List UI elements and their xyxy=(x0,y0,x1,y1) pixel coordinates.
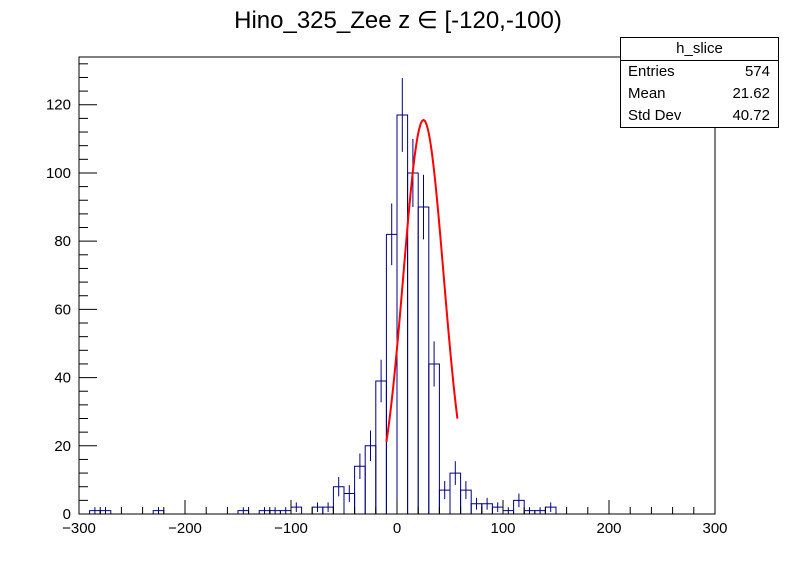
gaussian-fit xyxy=(385,119,459,442)
y-tick-label: 20 xyxy=(54,438,71,455)
stats-value: 21.62 xyxy=(732,85,770,102)
y-tick-label: 100 xyxy=(46,165,71,182)
y-tick-label: 80 xyxy=(54,233,71,250)
x-axis: −300 −200 −100 0 100 200 300 xyxy=(62,500,728,537)
fit-curve xyxy=(385,119,459,442)
stats-row-stddev: Std Dev 40.72 xyxy=(621,105,778,127)
stats-row-mean: Mean 21.62 xyxy=(621,83,778,105)
x-tick-label: 100 xyxy=(490,520,515,537)
y-axis: 0 20 40 60 80 100 120 xyxy=(46,63,97,523)
x-tick-label: 0 xyxy=(393,520,401,537)
error-bars xyxy=(94,78,552,514)
y-tick-label: 0 xyxy=(63,506,71,523)
stats-label: Mean xyxy=(628,85,666,102)
x-tick-label: 200 xyxy=(596,520,621,537)
stats-title: h_slice xyxy=(621,38,778,61)
stats-box: h_slice Entries 574 Mean 21.62 Std Dev 4… xyxy=(620,37,779,128)
stats-label: Std Dev xyxy=(628,107,682,124)
y-tick-label: 60 xyxy=(54,301,71,318)
histogram-bin xyxy=(407,172,419,514)
x-tick-label: −300 xyxy=(62,520,96,537)
chart-title: Hino_325_Zee z ∈ [-120,-100) xyxy=(234,7,562,34)
histogram-bars xyxy=(79,114,715,515)
histogram-bin xyxy=(396,114,409,514)
x-tick-label: 300 xyxy=(702,520,727,537)
y-tick-label: 40 xyxy=(54,370,71,387)
stats-row-entries: Entries 574 xyxy=(621,61,778,83)
stats-value: 40.72 xyxy=(732,107,770,124)
x-tick-label: −200 xyxy=(168,520,202,537)
histogram-bin xyxy=(417,206,430,514)
stats-value: 574 xyxy=(744,63,770,80)
x-tick-label: −100 xyxy=(274,520,308,537)
y-tick-label: 120 xyxy=(46,97,71,114)
stats-label: Entries xyxy=(628,63,675,80)
